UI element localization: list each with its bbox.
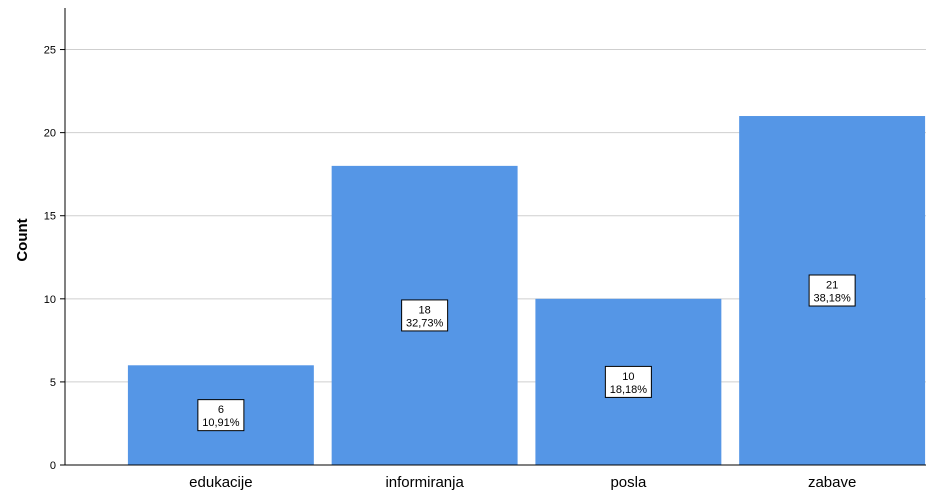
data-label-box: [401, 299, 449, 332]
y-tick-label: 0: [50, 460, 56, 472]
data-label-box: [604, 365, 652, 398]
y-tick-label: 25: [44, 45, 56, 57]
data-label-box: [197, 399, 245, 432]
data-label-count: 21: [826, 280, 838, 292]
bars: [127, 116, 926, 465]
data-label-percent: 38,18%: [813, 293, 851, 305]
x-category-label: edukacije: [189, 474, 252, 491]
y-tick-label: 10: [44, 294, 56, 306]
data-label-percent: 18,18%: [610, 384, 648, 396]
data-label: 610,91%: [197, 399, 245, 432]
data-label-percent: 10,91%: [202, 417, 240, 429]
x-category-labels: edukacije informiranja posla zabave: [189, 474, 856, 491]
axes: [64, 8, 926, 466]
x-category-label: zabave: [808, 474, 856, 491]
y-axis-title: Count: [14, 218, 31, 261]
x-category-label: posla: [610, 474, 647, 491]
data-label-count: 18: [419, 304, 431, 316]
data-label-box: [808, 274, 856, 307]
data-label-count: 6: [218, 404, 224, 416]
y-tick-label: 5: [50, 377, 56, 389]
y-tick-labels: 0 5 10 15 20 25: [44, 45, 65, 472]
data-label-percent: 32,73%: [406, 317, 444, 329]
x-category-label: informiranja: [385, 474, 464, 491]
y-tick-label: 20: [44, 128, 56, 140]
data-label-count: 10: [622, 371, 634, 383]
y-tick-label: 15: [44, 211, 56, 223]
